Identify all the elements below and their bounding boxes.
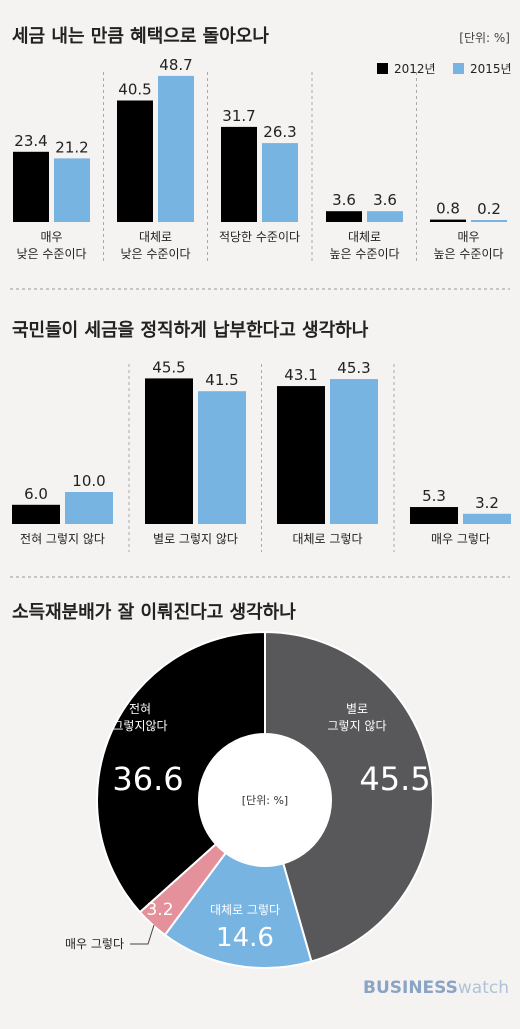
pie-label-2-0: 매우 그렇다 (65, 936, 124, 951)
chart1-bar-1-4 (471, 220, 507, 222)
chart2-title: 국민들이 세금을 정직하게 납부한다고 생각하나 (12, 320, 369, 341)
pie-slice-0 (264, 630, 434, 963)
chart1-category-1-1: 낮은 수준이다 (120, 247, 190, 261)
pie-slice-1 (163, 851, 313, 969)
chart1-value-1-2: 26.3 (263, 123, 296, 141)
pie-value-2: 3.2 (146, 900, 173, 920)
chart1-value-0-3: 3.6 (332, 191, 356, 209)
pie-label-1-0: 대체로 그렇다 (210, 902, 280, 917)
chart1-bar-1-1 (158, 75, 194, 223)
legend-swatch-2015 (453, 63, 464, 74)
chart1-value-0-4: 0.8 (436, 200, 460, 218)
chart1-bar-1-0 (54, 158, 90, 222)
chart2-bar-1-3 (463, 513, 511, 524)
chart1-bar-1-3 (367, 211, 403, 222)
chart1-category-3-0: 대체로 (348, 230, 381, 244)
chart1-value-1-1: 48.7 (159, 56, 192, 74)
chart1-bar-0-1 (117, 100, 153, 222)
brand-part1: BUSINESS (363, 978, 458, 998)
chart2-bar-0-2 (277, 386, 325, 524)
chart2-value-1-2: 45.3 (337, 359, 370, 377)
chart2-bars: 6.0 10.0 전혀 그렇지 않다 45.5 41.5 별로 그렇지 않다 43.1 45.… (12, 358, 511, 552)
chart1-value-0-1: 40.5 (118, 81, 151, 99)
pie-value-1: 14.6 (216, 923, 274, 953)
chart1-category-0-1: 낮은 수준이다 (16, 247, 86, 261)
brand-part2: watch (458, 978, 509, 998)
chart2-bar-1-1 (198, 391, 246, 524)
chart2-value-0-0: 6.0 (24, 485, 48, 503)
pie-center-label: [단위: %] (242, 794, 288, 807)
chart1-category-0-0: 매우 (40, 230, 62, 244)
legend-swatch-2012 (377, 63, 388, 74)
chart2-category-2-0: 대체로 그렇다 (292, 531, 362, 546)
chart1-value-0-2: 31.7 (222, 107, 255, 125)
chart2-bar-1-2 (330, 379, 378, 524)
chart2-value-0-2: 43.1 (284, 366, 317, 384)
pie-label-3-1: 그렇지않다 (112, 718, 167, 733)
svg-text:BUSINESSwatch: BUSINESSwatch (363, 978, 509, 998)
chart2-category-1-0: 별로 그렇지 않다 (153, 531, 238, 546)
pie-label-0-0: 별로 (346, 702, 368, 716)
chart1-bar-0-4 (430, 219, 466, 222)
chart1-bar-0-2 (221, 126, 257, 222)
chart1-category-1-0: 대체로 (139, 230, 172, 244)
chart2-category-0-0: 전혀 그렇지 않다 (20, 531, 105, 546)
chart1-category-2-0: 적당한 수준이다 (219, 230, 300, 244)
chart2-category-3-0: 매우 그렇다 (431, 531, 490, 546)
chart2-bar-0-1 (145, 378, 193, 524)
legend-label-2015: 2015년 (470, 62, 512, 76)
pie-value-0: 45.5 (359, 760, 430, 798)
pie-label-0-1: 그렇지 않다 (327, 718, 386, 733)
pie-center (200, 735, 330, 865)
chart2-value-0-1: 45.5 (152, 358, 185, 376)
chart1-bar-0-3 (326, 211, 362, 222)
chart3-title: 소득재분배가 잘 이뤄진다고 생각하나 (12, 602, 296, 623)
pie-value-3: 36.6 (112, 760, 183, 798)
chart1-value-1-0: 21.2 (55, 138, 88, 156)
chart1-bar-1-2 (262, 143, 298, 222)
pie-leader-line-2 (130, 924, 155, 945)
chart1-units: [단위: %] (459, 31, 510, 45)
chart1-category-3-1: 높은 수준이다 (329, 247, 399, 261)
brand-logo: BUSINESSwatch (363, 978, 509, 998)
chart2-bar-0-0 (12, 504, 60, 524)
chart2-value-0-3: 5.3 (422, 487, 446, 505)
legend-label-2012: 2012년 (394, 62, 436, 76)
chart1-category-4-1: 높은 수준이다 (433, 247, 503, 261)
chart2-value-1-1: 41.5 (205, 371, 238, 389)
chart2-bar-1-0 (65, 492, 113, 524)
chart1-category-4-0: 매우 (457, 230, 479, 244)
chart2-bar-0-3 (410, 507, 458, 524)
chart1-value-0-0: 23.4 (14, 132, 47, 150)
chart1-title: 세금 내는 만큼 혜택으로 돌아오나 (12, 26, 269, 47)
chart2-value-1-0: 10.0 (72, 472, 105, 490)
pie-slice-3 (96, 630, 266, 914)
chart1-value-1-4: 0.2 (477, 200, 501, 218)
pie-label-3-0: 전혀 (129, 702, 151, 716)
chart1-bar-0-0 (13, 151, 49, 222)
legend: 2012년 2015년 (377, 62, 512, 76)
chart2-value-1-3: 3.2 (475, 494, 499, 512)
chart1-value-1-3: 3.6 (373, 191, 397, 209)
